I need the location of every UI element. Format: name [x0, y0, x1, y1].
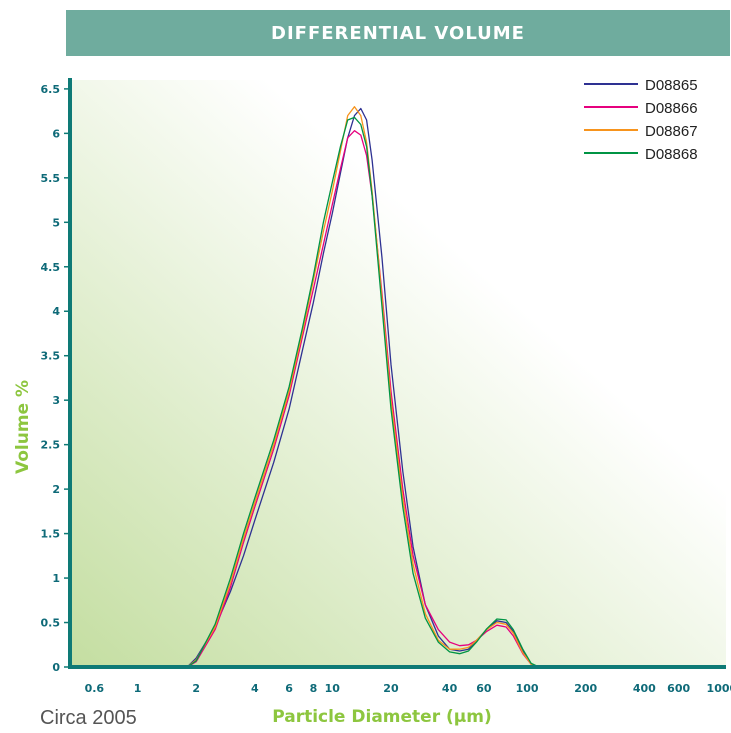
y-tick-labels: 0 0.5 1 1.5 2 2.5 3 3.5 4 4.5 5 5.5 6 6.5	[41, 83, 61, 674]
x-tick-labels: 0.6 1 2 4 6 8 10 20 40 60 100 200 400 600 1000	[85, 682, 731, 695]
x-tick-label: 8	[310, 682, 318, 695]
x-tick-label: 0.6	[85, 682, 105, 695]
x-tick-label: 1	[134, 682, 142, 695]
legend-label: D08866	[645, 100, 698, 117]
y-tick-label: 4	[52, 305, 60, 318]
x-tick-label: 6	[285, 682, 293, 695]
series-line-D08865	[70, 107, 726, 668]
y-tick-label: 4.5	[41, 261, 61, 274]
y-tick-label: 2.5	[41, 439, 61, 452]
chart-title: DIFFERENTIAL VOLUME	[66, 10, 730, 56]
y-tick-label: 2	[52, 483, 60, 496]
y-tick-label: 3.5	[41, 350, 61, 363]
x-tick-label: 4	[251, 682, 259, 695]
y-tick-label: 6.5	[41, 83, 61, 96]
differential-volume-chart: 0 0.5 1 1.5 2 2.5 3 3.5 4 4.5 5 5.5 6 6.5 0.6 1 2 4 6 8 10 2…	[13, 77, 731, 695]
x-tick-label: 100	[516, 682, 539, 695]
legend-label: D08865	[645, 77, 698, 94]
y-tick-label: 3	[52, 394, 60, 407]
plot-area	[70, 80, 726, 667]
x-tick-label: 20	[383, 682, 399, 695]
y-axis-title: Volume %	[13, 380, 33, 474]
x-axis-title: Particle Diameter (µm)	[272, 707, 492, 727]
legend-label: D08867	[645, 123, 698, 140]
y-tick-label: 5	[52, 216, 60, 229]
y-tick-label: 0	[52, 661, 60, 674]
axis-layer	[64, 78, 726, 669]
series-layer	[70, 106, 726, 668]
x-tick-label: 400	[633, 682, 656, 695]
x-tick-label: 600	[667, 682, 690, 695]
series-line-D08868	[70, 116, 726, 668]
footnote: Circa 2005	[40, 707, 137, 729]
x-tick-label: 60	[476, 682, 492, 695]
x-tick-label: 40	[442, 682, 458, 695]
y-tick-label: 5.5	[41, 172, 61, 185]
y-tick-label: 1	[52, 572, 60, 585]
legend-label: D08868	[645, 146, 698, 163]
x-tick-label: 200	[574, 682, 597, 695]
legend: D08865 D08866 D08867 D08868	[584, 77, 698, 163]
x-tick-label: 1000	[707, 682, 731, 695]
y-tick-label: 1.5	[41, 528, 61, 541]
x-tick-label: 10	[325, 682, 341, 695]
x-tick-label: 2	[192, 682, 200, 695]
y-tick-label: 0.5	[41, 617, 61, 630]
y-tick-label: 6	[52, 127, 60, 140]
